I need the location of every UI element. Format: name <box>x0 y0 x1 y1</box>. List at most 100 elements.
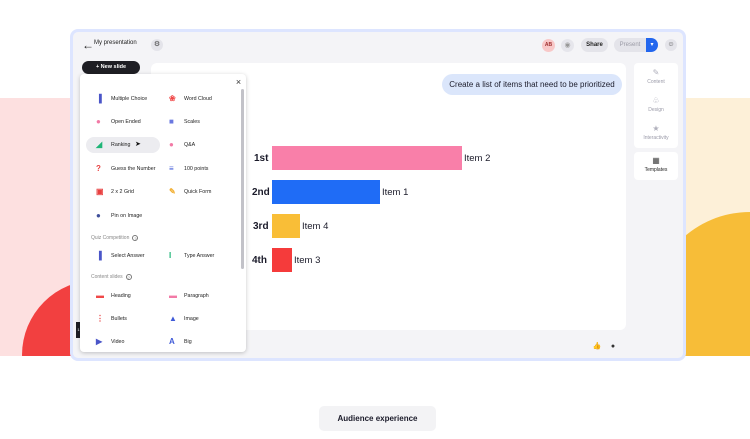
menu-item-label: 2 x 2 Grid <box>111 189 134 195</box>
ranking-icon: ◢ <box>96 140 103 149</box>
menu-item-select-answer[interactable]: ▐ Select Answer <box>86 248 160 264</box>
scales-icon: ■ <box>169 117 174 126</box>
content-section-label: Content slides <box>91 274 123 280</box>
paragraph-icon: ▬ <box>169 291 177 300</box>
interactivity-tab[interactable]: ★ Interactivity <box>634 124 678 141</box>
templates-grid-icon: ▦ <box>652 156 660 165</box>
menu-item-open-ended[interactable]: ● Open Ended <box>86 114 160 130</box>
content-section-title: Content slides? <box>91 274 132 280</box>
text-cursor-icon: I <box>169 251 172 260</box>
templates-tab-label: Templates <box>644 167 668 173</box>
presentation-title[interactable]: My presentation <box>94 40 137 46</box>
grid-icon: ▣ <box>96 187 104 196</box>
help-face-icon[interactable]: ☺ <box>665 39 677 51</box>
slide-thumbnail-tab[interactable]: 1 <box>76 322 81 338</box>
menu-item-word-cloud[interactable]: ❀ Word Cloud <box>159 91 233 107</box>
menu-item-label: Open Ended <box>111 119 141 125</box>
design-tab-label: Design <box>648 107 664 113</box>
speech-bubble-icon: ● <box>96 117 101 126</box>
templates-tab[interactable]: ▦ Templates <box>634 152 678 180</box>
menu-item-label: Big <box>184 339 192 345</box>
menu-item-label: Word Cloud <box>184 96 212 102</box>
rank-label: 1st <box>254 153 269 164</box>
menu-item-pin-on-image[interactable]: ● Pin on Image <box>86 208 160 224</box>
menu-item-label: Select Answer <box>111 253 145 259</box>
menu-item-guess-the-number[interactable]: ? Guess the Number <box>86 161 160 177</box>
image-icon: ▲ <box>169 314 177 323</box>
new-slide-menu: × ▐ Multiple Choice ❀ Word Cloud ● Open Ended… <box>80 74 246 352</box>
menu-item-label: Ranking <box>111 142 131 148</box>
ranking-bar <box>272 146 462 170</box>
ranking-item-label: Item 4 <box>302 221 329 232</box>
share-button[interactable]: Share <box>581 38 608 52</box>
close-icon[interactable]: × <box>235 77 242 87</box>
menu-item-ranking[interactable]: ◢ Ranking <box>86 137 160 153</box>
mouse-cursor-icon: ➤ <box>135 141 141 148</box>
menu-item-label: Bullets <box>111 316 127 322</box>
rank-label: 2nd <box>252 187 270 198</box>
menu-item-quick-form[interactable]: ✎ Quick Form <box>159 184 233 200</box>
pin-icon: ● <box>96 211 101 220</box>
help-icon[interactable]: ? <box>132 235 139 241</box>
preview-eye-icon[interactable]: ◉ <box>561 39 574 52</box>
menu-item-label: Video <box>111 339 125 345</box>
paint-bucket-icon: ♧ <box>652 96 660 105</box>
thumbs-up-icon[interactable]: 👍 <box>592 343 602 350</box>
menu-item-label: Pin on Image <box>111 213 143 219</box>
quiz-section-title: Quiz Competition? <box>91 235 139 241</box>
qa-icon: ● <box>169 140 174 149</box>
ranking-bar <box>272 180 380 204</box>
right-panel: ✎ Content ♧ Design ★ Interactivity <box>634 63 678 148</box>
present-button[interactable]: Present <box>614 38 646 52</box>
ranking-bar <box>272 214 300 238</box>
word-cloud-icon: ❀ <box>169 94 176 103</box>
menu-item-label: Type Answer <box>184 253 215 259</box>
menu-item-2-x-2-grid[interactable]: ▣ 2 x 2 Grid <box>86 184 160 200</box>
rank-label: 3rd <box>253 221 269 232</box>
audience-experience-button[interactable]: Audience experience <box>319 406 436 431</box>
bar-chart-icon: ▐ <box>96 251 102 260</box>
present-options-chevron-down-icon[interactable]: ▾ <box>646 38 658 52</box>
menu-scrollbar[interactable] <box>241 89 244 269</box>
heading-icon: ▬ <box>96 291 104 300</box>
menu-item-label: Heading <box>111 293 131 299</box>
menu-item-multiple-choice[interactable]: ▐ Multiple Choice <box>86 91 160 107</box>
menu-item-big[interactable]: A Big <box>159 334 233 350</box>
menu-item-100-points[interactable]: ≡ 100 points <box>159 161 233 177</box>
help-icon[interactable]: ? <box>125 274 132 280</box>
quiz-section-label: Quiz Competition <box>91 235 130 241</box>
design-tab[interactable]: ♧ Design <box>634 96 678 113</box>
slide-prompt: Create a list of items that need to be p… <box>442 74 622 95</box>
menu-item-type-answer[interactable]: I Type Answer <box>159 248 233 264</box>
bullets-icon: ⋮ <box>96 314 104 323</box>
settings-icon[interactable]: ⚙ <box>151 39 163 51</box>
menu-item-paragraph[interactable]: ▬ Paragraph <box>159 288 233 304</box>
menu-item-video[interactable]: ▶ Video <box>86 334 160 350</box>
menu-item-label: Image <box>184 316 199 322</box>
menu-item-image[interactable]: ▲ Image <box>159 311 233 327</box>
menu-item-label: Multiple Choice <box>111 96 148 102</box>
content-tab-label: Content <box>647 79 665 85</box>
new-slide-button[interactable]: + New slide <box>82 61 140 74</box>
points-icon: ≡ <box>169 164 174 173</box>
back-arrow-icon[interactable]: ← <box>82 38 94 52</box>
ranking-item-label: Item 2 <box>464 153 491 164</box>
menu-item-bullets[interactable]: ⋮ Bullets <box>86 311 160 327</box>
avatar[interactable]: AB <box>542 39 555 52</box>
big-text-icon: A <box>169 337 175 346</box>
menu-item-q-a[interactable]: ● Q&A <box>159 137 233 153</box>
menu-item-label: Quick Form <box>184 189 212 195</box>
rank-label: 4th <box>252 255 267 266</box>
menu-item-label: Guess the Number <box>111 166 156 172</box>
pencil-icon: ✎ <box>652 68 660 77</box>
menu-item-heading[interactable]: ▬ Heading <box>86 288 160 304</box>
ranking-bar <box>272 248 292 272</box>
top-bar: ← My presentation ⚙ AB ◉ Share Present ▾… <box>73 32 683 58</box>
content-tab[interactable]: ✎ Content <box>634 68 678 85</box>
bar-chart-icon: ▐ <box>96 94 102 103</box>
interactivity-tab-label: Interactivity <box>643 135 669 141</box>
ranking-item-label: Item 1 <box>382 187 409 198</box>
menu-item-scales[interactable]: ■ Scales <box>159 114 233 130</box>
user-icon[interactable]: ● <box>610 343 616 350</box>
